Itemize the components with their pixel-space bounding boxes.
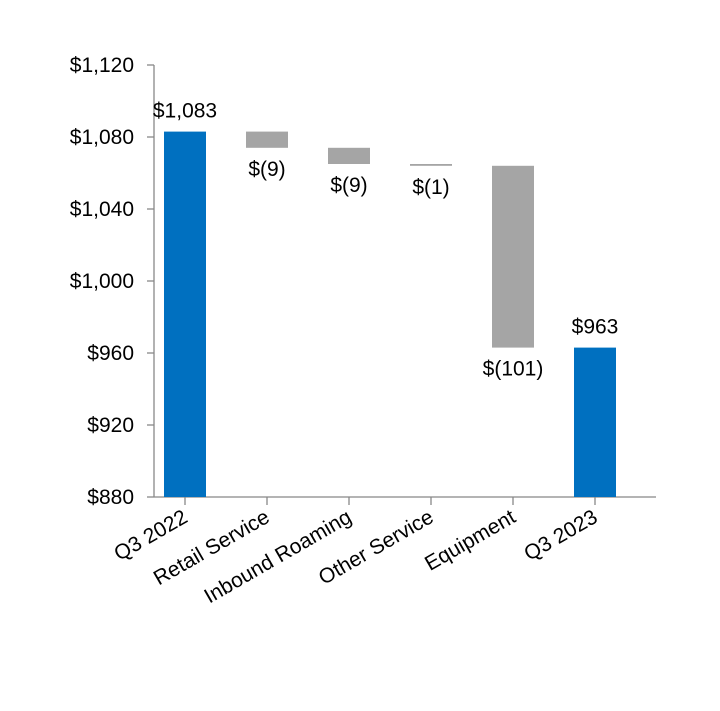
y-tick-label: $960 — [87, 342, 134, 365]
y-tick-label: $880 — [87, 486, 134, 509]
data-label: $(1) — [412, 176, 449, 199]
y-tick-label: $920 — [87, 414, 134, 437]
data-label: $(9) — [330, 174, 367, 197]
change-bar — [410, 164, 452, 166]
data-label: $(9) — [248, 158, 285, 181]
x-category-label: Inbound Roaming — [200, 505, 355, 608]
y-tick-label: $1,000 — [70, 270, 134, 293]
x-category-label: Equipment — [421, 505, 520, 575]
x-category-label: Q3 2023 — [520, 505, 601, 565]
change-bar — [328, 147, 370, 164]
total-bar — [164, 131, 206, 497]
change-bar — [246, 131, 288, 148]
change-bar — [492, 165, 534, 348]
data-label: $1,083 — [153, 100, 217, 123]
y-tick-label: $1,040 — [70, 198, 134, 221]
total-bar — [574, 347, 616, 497]
data-label: $963 — [572, 316, 619, 339]
y-tick-label: $1,120 — [70, 54, 134, 77]
y-tick-label: $1,080 — [70, 126, 134, 149]
data-label: $(101) — [483, 358, 544, 381]
